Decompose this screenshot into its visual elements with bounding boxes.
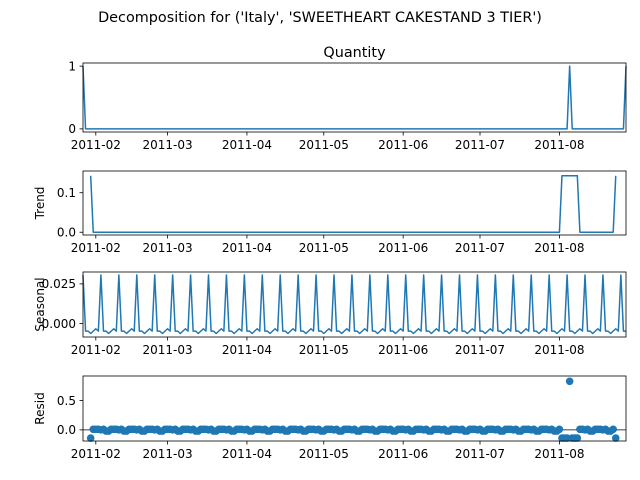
- x-tick-label: 2011-04: [222, 447, 272, 461]
- x-tick-label: 2011-07: [455, 343, 505, 357]
- x-tick-label: 2011-03: [142, 138, 192, 152]
- y-axis-label: Seasonal: [33, 277, 47, 331]
- series-line: [82, 65, 627, 130]
- y-tick-label: 0.1: [57, 186, 76, 200]
- x-tick-label: 2011-08: [534, 447, 584, 461]
- panel-4: 2011-02 2011-03 2011-04 2011-05 2011-06 2011-…: [33, 375, 627, 461]
- x-tick-label: 2011-04: [222, 138, 272, 152]
- x-tick-label: 2011-04: [222, 241, 272, 255]
- x-tick-label: 2011-06: [378, 343, 428, 357]
- x-tick-label: 2011-06: [378, 241, 428, 255]
- figure-title: Decomposition for ('Italy', 'SWEETHEART …: [98, 10, 542, 26]
- data-point: [565, 377, 574, 386]
- axes-frame: [82, 271, 627, 338]
- y-axis-label: Resid: [33, 392, 47, 424]
- data-point: [611, 434, 620, 442]
- x-tick-label: 2011-07: [455, 241, 505, 255]
- y-tick-label: 0.025: [42, 277, 76, 291]
- x-tick-label: 2011-07: [455, 447, 505, 461]
- x-tick-label: 2011-03: [142, 343, 192, 357]
- x-tick-label: 2011-08: [534, 241, 584, 255]
- x-tick-label: 2011-06: [378, 447, 428, 461]
- panel-2: 2011-02 2011-03 2011-04 2011-05 2011-06 2011-…: [33, 170, 627, 255]
- x-tick-label: 2011-04: [222, 343, 272, 357]
- y-tick-label: 0: [68, 122, 76, 136]
- y-tick-label: 0.0: [57, 226, 76, 240]
- panel-1: 2011-02 2011-03 2011-04 2011-05 2011-06 2011-…: [68, 45, 627, 152]
- axes-frame: [82, 170, 627, 236]
- x-tick-label: 2011-05: [299, 343, 349, 357]
- x-tick-label: 2011-02: [71, 343, 121, 357]
- x-tick-label: 2011-08: [534, 138, 584, 152]
- x-tick-label: 2011-03: [142, 447, 192, 461]
- panel-title: Quantity: [323, 45, 386, 61]
- axes-frame: [82, 62, 627, 133]
- data-point: [573, 434, 582, 442]
- y-tick-label: 1: [68, 59, 76, 73]
- x-tick-label: 2011-02: [71, 138, 121, 152]
- x-tick-label: 2011-02: [71, 241, 121, 255]
- panels: 2011-02 2011-03 2011-04 2011-05 2011-06 2011-…: [33, 45, 627, 461]
- data-point: [86, 434, 95, 442]
- series-line: [89, 175, 617, 233]
- x-tick-label: 2011-08: [534, 343, 584, 357]
- series-line: [82, 274, 626, 335]
- y-tick-label: 0.5: [57, 394, 76, 408]
- y-tick-label: 0.000: [42, 317, 76, 331]
- axes-frame: [82, 375, 627, 442]
- x-tick-label: 2011-07: [455, 138, 505, 152]
- x-tick-label: 2011-03: [142, 241, 192, 255]
- x-tick-label: 2011-05: [299, 447, 349, 461]
- x-tick-label: 2011-02: [71, 447, 121, 461]
- y-tick-label: 0.0: [57, 423, 76, 437]
- x-tick-label: 2011-05: [299, 138, 349, 152]
- x-tick-label: 2011-05: [299, 241, 349, 255]
- x-tick-label: 2011-06: [378, 138, 428, 152]
- y-axis-label: Trend: [33, 187, 47, 221]
- data-point: [555, 425, 564, 434]
- panel-3: 2011-02 2011-03 2011-04 2011-05 2011-06 2011-…: [33, 271, 627, 357]
- data-point: [609, 425, 617, 434]
